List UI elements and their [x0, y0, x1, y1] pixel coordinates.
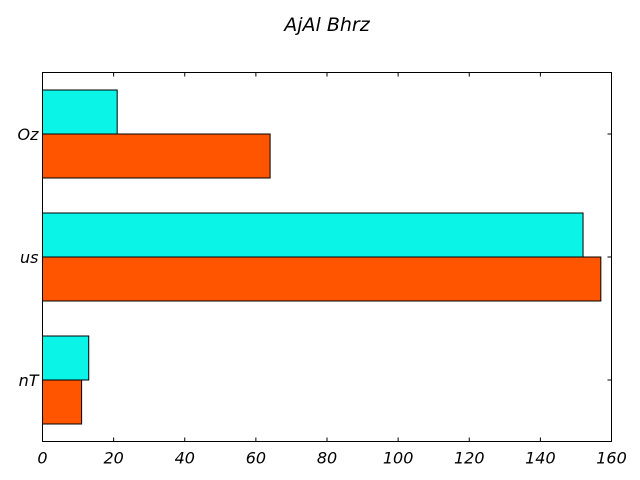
bar-us-series-2: [43, 213, 584, 257]
x-tick-label: 40: [175, 449, 195, 468]
y-tick-label: nT: [19, 371, 40, 390]
x-tick-label: 160: [596, 449, 627, 468]
x-tick-label: 80: [317, 449, 337, 468]
x-tick-label: 140: [525, 449, 556, 468]
chart-title: AjAl Bhrz: [282, 14, 370, 36]
x-tick-label: 20: [103, 449, 123, 468]
y-tick-label: us: [20, 248, 38, 267]
y-tick-label: Oz: [18, 125, 40, 144]
x-tick-label: 100: [383, 449, 414, 468]
bar-Oz-series-2: [43, 90, 118, 134]
bars-layer: [43, 90, 601, 424]
bar-Oz-series-1: [43, 134, 271, 178]
bar-us-series-1: [43, 257, 601, 301]
x-tick-label: 0: [37, 449, 47, 468]
bar-nT-series-2: [43, 336, 89, 380]
x-tick-label: 120: [454, 449, 485, 468]
bar-nT-series-1: [43, 380, 82, 424]
x-tick-label: 60: [246, 449, 266, 468]
